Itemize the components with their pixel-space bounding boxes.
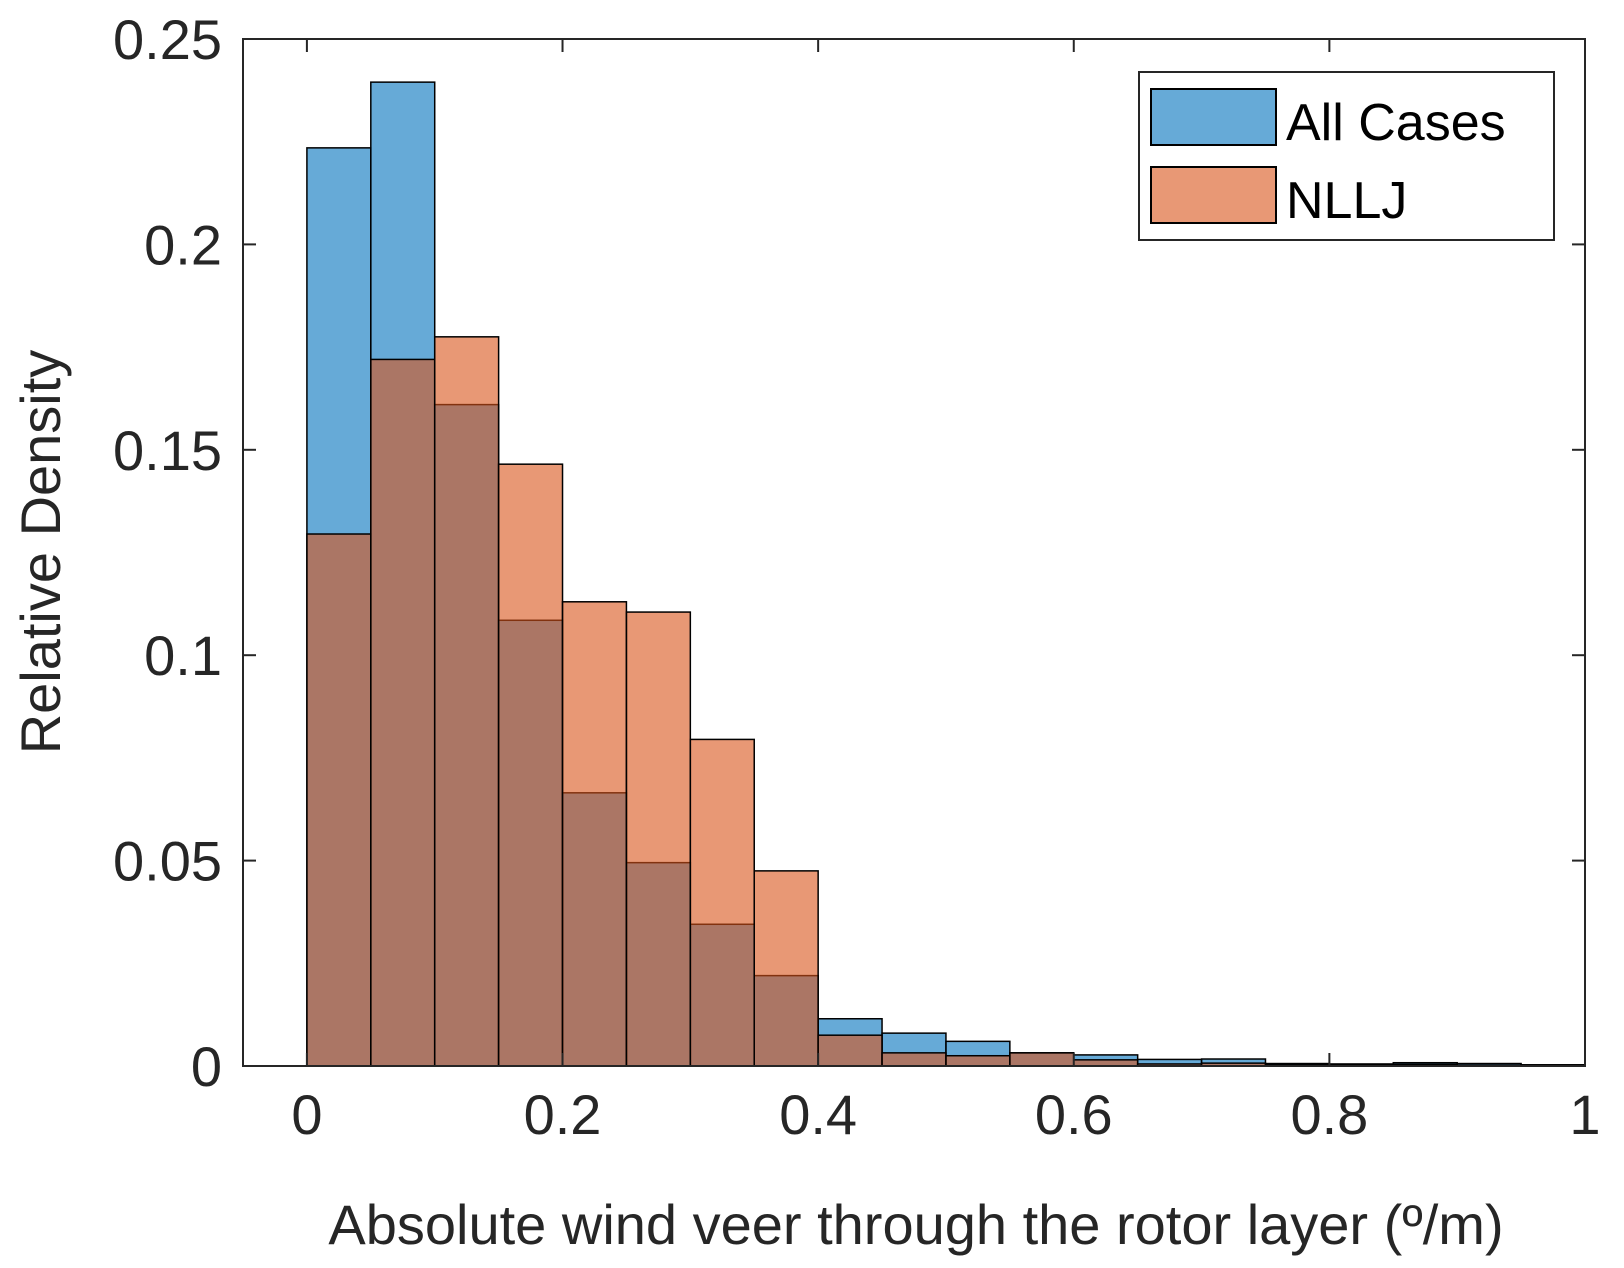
legend: All Cases NLLJ bbox=[1138, 71, 1555, 241]
bar-nllj-5 bbox=[625, 611, 692, 1067]
y-tick-label-2: 0.1 bbox=[144, 624, 222, 687]
legend-swatch-all-cases bbox=[1150, 88, 1277, 146]
bar-nllj-11 bbox=[1009, 1052, 1075, 1067]
x-tick-label-1: 0.2 bbox=[524, 1083, 602, 1146]
y-tick-label-1: 0.05 bbox=[113, 830, 222, 893]
bar-nllj-0 bbox=[306, 533, 372, 1067]
y-tick-label-3: 0.15 bbox=[113, 419, 222, 482]
bars-layer bbox=[306, 81, 1586, 1067]
bar-nllj-10 bbox=[945, 1054, 1011, 1067]
legend-label-nllj: NLLJ bbox=[1286, 172, 1407, 230]
x-tick-label-5: 1 bbox=[1569, 1083, 1600, 1146]
ticks-layer bbox=[243, 38, 1586, 1067]
legend-swatch-nllj bbox=[1150, 166, 1277, 224]
bar-nllj-9 bbox=[881, 1052, 947, 1067]
bar-nllj-6 bbox=[689, 738, 755, 1067]
legend-label-all-cases: All Cases bbox=[1286, 94, 1506, 152]
bar-nllj-4 bbox=[561, 601, 628, 1067]
y-tick-label-4: 0.2 bbox=[144, 213, 222, 276]
y-tick-label-5: 0.25 bbox=[113, 8, 222, 71]
x-axis-label: Absolute wind veer through the rotor lay… bbox=[328, 1193, 1503, 1256]
x-tick-label-4: 0.8 bbox=[1290, 1083, 1368, 1146]
plot-frame bbox=[242, 38, 1586, 1067]
bar-nllj-2 bbox=[433, 336, 500, 1067]
y-tick-label-0: 0 bbox=[191, 1035, 222, 1098]
x-tick-label-2: 0.4 bbox=[779, 1083, 857, 1146]
x-tick-label-3: 0.6 bbox=[1035, 1083, 1113, 1146]
bar-nllj-8 bbox=[817, 1034, 883, 1067]
tick-labels-layer: 0 0.2 0.4 0.6 0.8 1 0 0.05 0.1 0.15 0.2 0.25 bbox=[113, 8, 1601, 1146]
bar-nllj-3 bbox=[497, 463, 564, 1067]
x-tick-label-0: 0 bbox=[291, 1083, 322, 1146]
y-axis-label: Relative Density bbox=[9, 350, 72, 755]
bar-nllj-7 bbox=[753, 870, 819, 1067]
bar-nllj-1 bbox=[370, 358, 436, 1067]
